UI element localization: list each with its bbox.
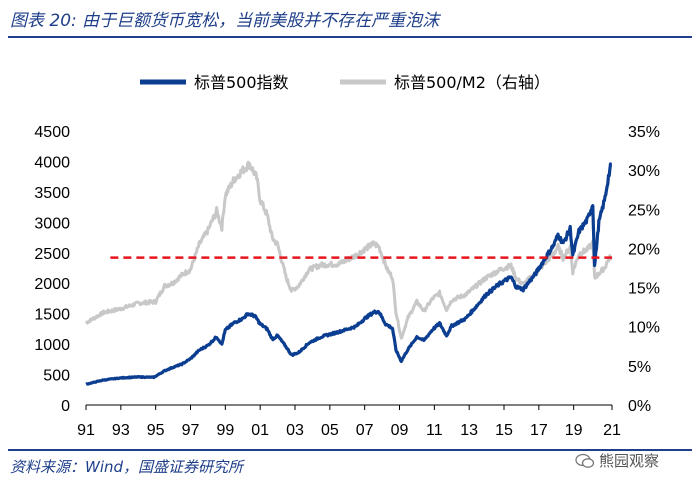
y-right-tick-label: 25% [628, 202, 660, 219]
y-left-tick-label: 500 [43, 368, 70, 385]
watermark-text: 熊园观察 [599, 452, 660, 470]
figure-source: 资料来源：Wind，国盛证券研究所 [10, 458, 244, 476]
legend-label-ratio: 标普500/M2（右轴） [394, 73, 550, 92]
x-tick-label: 09 [391, 422, 409, 439]
y-left-tick-label: 1500 [34, 307, 70, 324]
x-tick-label: 21 [603, 422, 621, 439]
y-left-tick-label: 4000 [34, 154, 70, 171]
y-axis-left: 0 500 1000 1500 2000 2500 3000 3500 4000 4500 [34, 124, 70, 415]
x-tick-label: 01 [251, 422, 269, 439]
y-right-tick-label: 5% [628, 359, 651, 376]
x-axis: 91 93 95 97 99 01 03 05 07 09 11 13 15 17 19 21 [77, 405, 621, 439]
y-right-tick-label: 0% [628, 398, 651, 415]
plot-area [85, 160, 613, 386]
x-tick-label: 91 [77, 422, 95, 439]
y-left-tick-label: 2500 [34, 246, 70, 263]
watermark: 熊园观察 [575, 450, 659, 471]
figure-title: 图表 20: 由于巨额货币宽松，当前美股并不存在严重泡沫 [10, 11, 440, 31]
x-tick-label: 97 [182, 422, 200, 439]
x-tick-label: 11 [426, 422, 443, 439]
title-rule [8, 36, 692, 38]
y-left-tick-label: 0 [61, 398, 70, 415]
y-right-tick-label: 10% [628, 320, 660, 337]
x-tick-label: 15 [495, 422, 513, 439]
series-line-spx [85, 162, 613, 386]
y-left-tick-label: 3000 [34, 215, 70, 232]
x-tick-label: 07 [356, 422, 374, 439]
wechat-icon [575, 453, 595, 468]
y-left-tick-label: 3500 [34, 185, 70, 202]
y-axis-right: 0% 5% 10% 15% 20% 25% 30% 35% [628, 124, 660, 415]
x-tick-label: 05 [321, 422, 339, 439]
chart: 标普500指数 标普500/M2（右轴） 0 500 1000 1500 2000 250… [34, 73, 660, 439]
x-tick-label: 99 [216, 422, 234, 439]
y-right-tick-label: 35% [628, 124, 660, 141]
x-tick-label: 03 [286, 422, 304, 439]
y-right-tick-label: 30% [628, 163, 660, 180]
y-left-tick-label: 4500 [34, 124, 70, 141]
y-right-tick-label: 15% [628, 281, 660, 298]
source-rule [8, 449, 692, 451]
x-tick-label: 17 [530, 422, 548, 439]
x-tick-label: 93 [112, 422, 130, 439]
x-tick-label: 95 [147, 422, 165, 439]
x-tick-label: 19 [565, 422, 583, 439]
x-tick-label: 13 [460, 422, 478, 439]
legend-label-spx: 标普500指数 [194, 73, 289, 92]
y-right-tick-label: 20% [628, 241, 660, 258]
legend: 标普500指数 标普500/M2（右轴） [140, 73, 550, 92]
series-line-ratio [85, 160, 613, 340]
y-left-tick-label: 1000 [34, 337, 70, 354]
y-left-tick-label: 2000 [34, 276, 70, 293]
